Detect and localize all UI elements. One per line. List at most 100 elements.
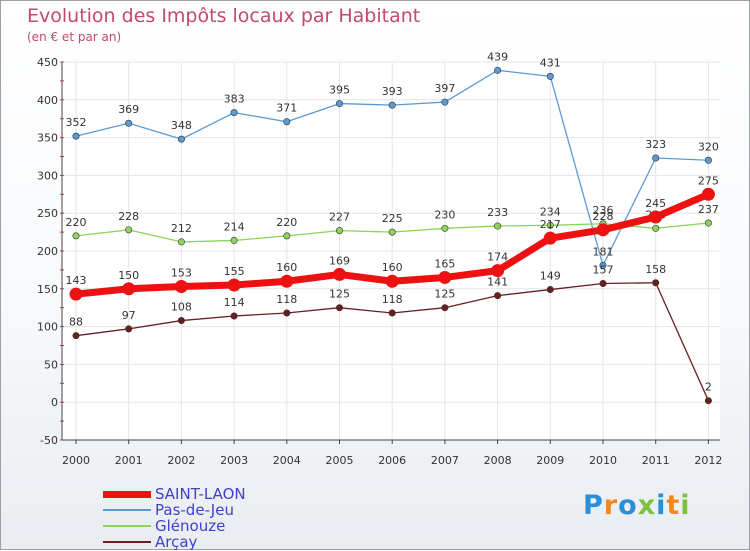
data-point-gl-nouze [388,228,396,236]
y-tick-label: 200 [37,245,58,258]
legend-swatch-gl-nouze [103,525,151,527]
data-point-ar-ay [72,332,80,340]
data-label-pas-de-jeu: 397 [434,82,455,95]
proxiti-logo: Proxiti [583,490,691,521]
data-label-pas-de-jeu: 352 [66,116,87,129]
legend-label-pas-de-jeu: Pas-de-Jeu [155,501,234,519]
data-label-gl-nouze: 230 [434,208,455,221]
x-tick-label: 2012 [694,454,722,467]
data-label-gl-nouze: 227 [329,211,350,224]
data-point-ar-ay [125,325,133,333]
data-label-gl-nouze: 237 [698,203,719,216]
data-label-pas-de-jeu: 348 [171,119,192,132]
data-label-saint-laon: 174 [487,251,508,264]
logo-letter: r [603,490,619,521]
data-point-gl-nouze [335,227,343,235]
data-point-gl-nouze [72,232,80,240]
data-point-pas-de-jeu [125,119,133,127]
data-point-saint-laon [122,282,136,296]
data-label-ar-ay: 97 [122,309,136,322]
legend-label-saint-laon: SAINT-LAON [155,485,246,503]
data-point-ar-ay [335,304,343,312]
data-label-ar-ay: 149 [540,270,561,283]
data-label-ar-ay: 118 [382,293,403,306]
data-label-pas-de-jeu: 320 [698,140,719,153]
data-label-ar-ay: 125 [434,288,455,301]
legend-swatch-pas-de-jeu [103,509,151,511]
chart-subtitle: (en € et par an) [27,30,122,44]
data-point-pas-de-jeu [230,109,238,117]
data-point-saint-laon [174,280,188,294]
data-point-ar-ay [441,304,449,312]
data-label-ar-ay: 158 [645,263,666,276]
x-tick-label: 2011 [642,454,670,467]
data-label-ar-ay: 88 [69,316,83,329]
data-point-pas-de-jeu [704,156,712,164]
data-point-pas-de-jeu [441,98,449,106]
data-label-gl-nouze: 225 [382,212,403,225]
data-label-saint-laon: 245 [645,197,666,210]
data-point-saint-laon [280,274,294,288]
data-point-ar-ay [494,292,502,300]
data-label-saint-laon: 165 [434,257,455,270]
data-point-saint-laon [596,223,610,237]
x-tick-label: 2007 [431,454,459,467]
data-point-pas-de-jeu [652,154,660,162]
logo-letter: t [666,490,681,521]
data-label-saint-laon: 228 [593,210,614,223]
data-point-saint-laon [438,270,452,284]
data-label-pas-de-jeu: 431 [540,56,561,69]
data-label-ar-ay: 125 [329,288,350,301]
data-label-saint-laon: 155 [224,265,245,278]
x-tick-label: 2008 [484,454,512,467]
data-label-saint-laon: 217 [540,218,561,231]
x-tick-label: 2006 [378,454,406,467]
data-label-saint-laon: 160 [276,261,297,274]
x-tick-label: 2001 [115,454,143,467]
data-label-gl-nouze: 233 [487,206,508,219]
data-label-gl-nouze: 234 [540,205,561,218]
data-label-gl-nouze: 236 [593,204,614,217]
data-label-ar-ay: 2 [705,381,712,394]
data-label-gl-nouze: 228 [118,210,139,223]
data-point-pas-de-jeu [283,118,291,126]
logo-letter: x [637,490,657,521]
data-point-gl-nouze [494,222,502,230]
data-point-ar-ay [599,280,607,288]
data-label-ar-ay: 118 [276,293,297,306]
y-tick-label: 0 [51,396,58,409]
y-tick-label: 50 [44,358,58,371]
x-tick-label: 2000 [62,454,90,467]
data-label-ar-ay: 114 [224,296,245,309]
data-label-saint-laon: 275 [698,174,719,187]
legend-swatch-ar-ay [103,541,151,543]
logo-letter: P [583,490,604,521]
logo-letter: o [618,490,638,521]
data-point-ar-ay [283,309,291,317]
y-tick-label: 350 [37,132,58,145]
data-point-pas-de-jeu [388,101,396,109]
data-point-ar-ay [704,397,712,405]
data-label-saint-laon: 169 [329,254,350,267]
x-tick-label: 2009 [536,454,564,467]
data-point-saint-laon [227,278,241,292]
y-tick-label: 250 [37,207,58,220]
y-tick-label: 150 [37,283,58,296]
data-point-gl-nouze [230,236,238,244]
x-tick-label: 2010 [589,454,617,467]
data-point-gl-nouze [704,219,712,227]
data-point-gl-nouze [283,232,291,240]
data-label-gl-nouze: 220 [66,216,87,229]
data-point-ar-ay [177,317,185,325]
data-point-pas-de-jeu [335,100,343,108]
data-label-pas-de-jeu: 369 [118,103,139,116]
data-point-saint-laon [649,210,663,224]
data-label-gl-nouze: 212 [171,222,192,235]
y-tick-label: 400 [37,94,58,107]
logo-letter: i [656,490,667,521]
data-point-ar-ay [388,309,396,317]
x-tick-label: 2002 [167,454,195,467]
data-point-gl-nouze [177,238,185,246]
